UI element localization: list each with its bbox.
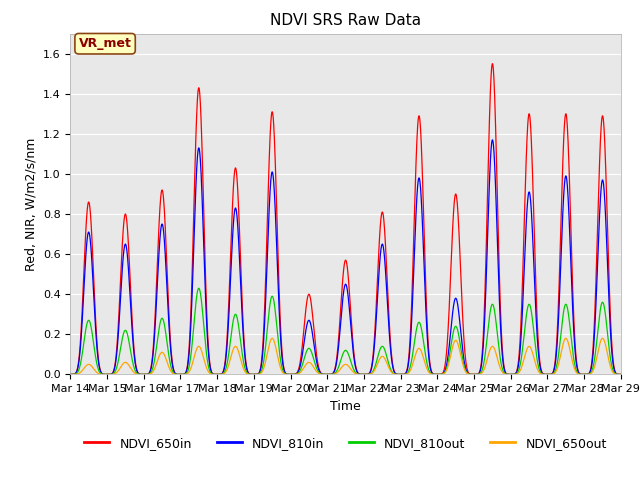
NDVI_650out [547,372,555,377]
NDVI_650out [278,368,285,373]
X-axis label: Time: Time [330,400,361,413]
NDVI_650in [129,335,137,340]
Line: NDVI_810in: NDVI_810in [70,140,621,374]
NDVI_810in [547,372,555,377]
NDVI_810in [67,372,74,377]
NDVI_650in [278,341,285,347]
NDVI_650in [162,238,170,243]
NDVI_650out [162,356,170,361]
NDVI_650in [67,372,74,377]
NDVI_810out [617,372,625,377]
Y-axis label: Red, NIR, W/m2/s/nm: Red, NIR, W/m2/s/nm [24,137,37,271]
Line: NDVI_810out: NDVI_810out [70,288,621,374]
NDVI_810out [606,354,614,360]
NDVI_650out [301,362,309,368]
NDVI_810out [67,372,74,377]
NDVI_810in [162,263,170,268]
NDVI_650in [617,372,625,377]
Legend: NDVI_650in, NDVI_810in, NDVI_810out, NDVI_650out: NDVI_650in, NDVI_810in, NDVI_810out, NDV… [79,432,612,455]
NDVI_650in [301,312,309,317]
NDVI_650out [606,362,614,368]
NDVI_810in [617,372,625,377]
NDVI_650out [129,369,137,374]
NDVI_810in [278,348,285,354]
NDVI_650out [67,372,74,377]
NDVI_810out [278,363,285,369]
NDVI_650in [547,372,555,377]
NDVI_810out [547,372,555,377]
Line: NDVI_650out: NDVI_650out [70,338,621,374]
NDVI_650out [268,336,276,341]
Title: NDVI SRS Raw Data: NDVI SRS Raw Data [270,13,421,28]
Line: NDVI_650in: NDVI_650in [70,64,621,374]
NDVI_810out [162,331,170,336]
Text: VR_met: VR_met [79,37,132,50]
NDVI_650in [606,307,614,313]
NDVI_650in [488,61,496,67]
NDVI_810in [606,323,614,329]
NDVI_810in [129,341,137,347]
NDVI_810in [488,137,496,143]
NDVI_810in [301,331,309,337]
NDVI_650out [617,372,625,377]
NDVI_810out [301,351,309,357]
NDVI_810out [195,285,202,291]
NDVI_810out [129,361,137,367]
